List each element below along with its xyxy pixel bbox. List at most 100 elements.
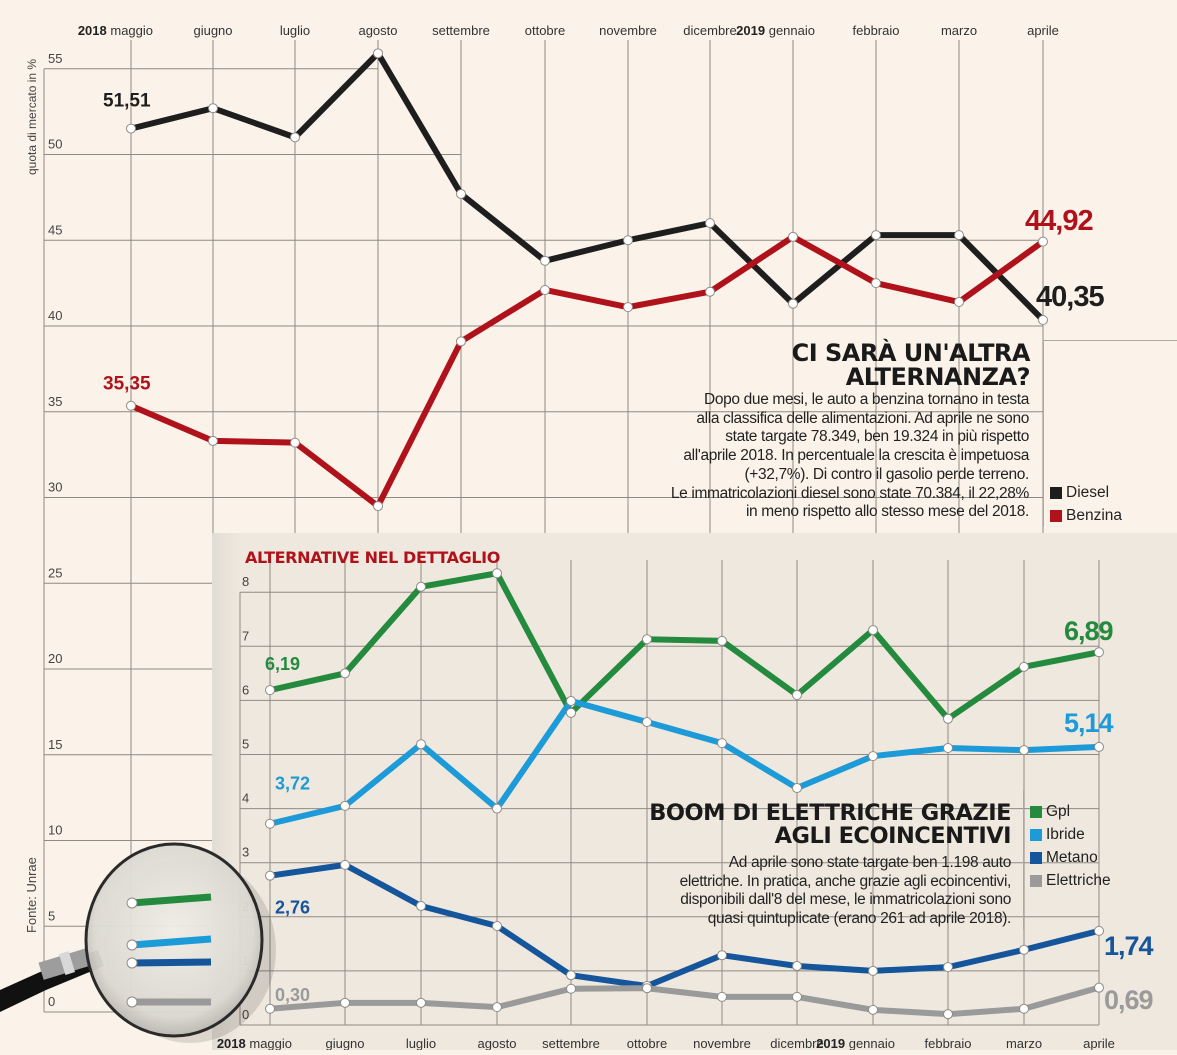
month-label: luglio — [406, 1036, 436, 1050]
data-point-metano — [943, 962, 953, 973]
month-label: febbraio — [853, 23, 900, 38]
data-label-benzina-start: 35,35 — [103, 374, 151, 395]
x-tick-label: settembre — [432, 23, 490, 38]
data-point-diesel — [871, 230, 881, 241]
data-point-ibride — [642, 717, 652, 728]
top-body-line: in meno rispetto allo stesso mese del 20… — [745, 503, 1029, 521]
data-point-diesel — [954, 230, 964, 241]
data-point-gpl — [340, 668, 350, 679]
bottom-grid: 0123456782018 maggiogiugnoluglioagostose… — [217, 560, 1115, 1051]
data-point-metano — [1094, 925, 1104, 936]
data-point-elettriche — [717, 991, 727, 1002]
month-label: gennaio — [849, 1036, 895, 1050]
data-point-diesel — [126, 123, 136, 134]
month-label: settembre — [542, 1036, 600, 1050]
top-legend: Diesel Benzina — [1050, 481, 1122, 527]
series-line-benzina — [129, 233, 1045, 511]
x-tick-label: marzo — [941, 23, 977, 38]
bottom-legend: Gpl Ibride Metano Elettriche — [1030, 800, 1111, 892]
year-marker: 2018 — [217, 1036, 250, 1050]
y-tick-label: 6 — [242, 682, 249, 697]
legend-label: Metano — [1046, 848, 1098, 866]
x-tick-label: novembre — [599, 23, 657, 38]
data-point-gpl — [642, 634, 652, 645]
top-body-line: all'aprile 2018. In percentuale la cresc… — [683, 447, 1029, 465]
data-point-ibride — [492, 803, 502, 814]
month-label: gennaio — [769, 23, 815, 38]
data-point-diesel — [456, 188, 466, 199]
data-point-gpl — [265, 685, 275, 696]
y-axis-title: quota di mercato in % — [25, 58, 39, 175]
top-panel-body: Dopo due mesi, le auto a benzina tornano… — [671, 391, 1029, 522]
y-tick-label: 15 — [48, 737, 62, 752]
legend-item-ibride: Ibride — [1030, 823, 1111, 846]
data-point-elettriche — [1094, 982, 1104, 993]
x-tick-label: novembre — [693, 1036, 751, 1050]
data-point-elettriche — [416, 997, 426, 1008]
y-tick-label: 8 — [242, 574, 249, 589]
x-tick-label: agosto — [358, 23, 397, 38]
magnified-gpl-line — [131, 893, 212, 907]
data-point-elettriche — [566, 983, 576, 994]
bottom-panel-title: BOOM DI ELETTRICHE GRAZIE AGLI ECOINCENT… — [649, 802, 1011, 847]
data-point-diesel — [1038, 314, 1048, 325]
source-note: Fonte: Unrae — [24, 857, 39, 933]
y-tick-label: 5 — [48, 908, 55, 923]
y-tick-label: 55 — [48, 51, 62, 66]
x-tick-label: giugno — [325, 1036, 364, 1050]
data-point-benzina — [1038, 236, 1048, 247]
data-point-benzina — [373, 501, 383, 512]
data-point-benzina — [208, 435, 218, 446]
legend-item-metano: Metano — [1030, 846, 1111, 869]
month-label: settembre — [432, 23, 490, 38]
month-label: ottobre — [525, 23, 565, 38]
data-point-elettriche — [492, 1002, 502, 1013]
month-label: giugno — [193, 23, 232, 38]
data-point-gpl — [1019, 661, 1029, 672]
series-line-metano — [269, 861, 1100, 990]
x-tick-label: dicembre — [770, 1036, 823, 1050]
top-body-line: alla classifica delle alimentazioni. Ad … — [696, 409, 1029, 427]
y-tick-label: 4 — [242, 791, 249, 806]
data-point-elettriche — [642, 983, 652, 994]
data-label-elettriche-start: 0,30 — [275, 985, 310, 1005]
data-point-gpl — [492, 568, 502, 579]
month-label: dicembre — [683, 23, 736, 38]
top-body-line: (+32,7%). Di contro il gasolio perde ter… — [744, 465, 1029, 483]
bottom-panel-background — [212, 533, 1177, 1050]
data-point-benzina — [290, 437, 300, 448]
data-label-ibride-end: 5,14 — [1064, 708, 1114, 738]
data-point-benzina — [871, 278, 881, 289]
top-legend-divider — [1043, 340, 1177, 527]
month-label: novembre — [693, 1036, 751, 1050]
magnified-metano-line — [131, 958, 212, 967]
data-point-diesel — [540, 255, 550, 266]
data-label-gpl-start: 6,19 — [265, 654, 300, 674]
data-label-gpl-end: 6,89 — [1064, 616, 1114, 646]
data-point-elettriche — [265, 1003, 275, 1014]
bottom-body-line: quasi quintuplicate (erano 261 ad aprile… — [707, 910, 1012, 928]
bottom-body-line: Ad aprile sono state targate ben 1.198 a… — [728, 854, 1012, 871]
data-point-metano — [265, 870, 275, 881]
data-point-ibride — [943, 743, 953, 754]
y-tick-label: 35 — [48, 394, 62, 409]
y-tick-label: 50 — [48, 137, 62, 152]
data-point-diesel — [290, 132, 300, 143]
x-tick-label: febbraio — [853, 23, 900, 38]
data-point-metano — [868, 965, 878, 976]
y-tick-label: 20 — [48, 651, 62, 666]
data-label-metano-start: 2,76 — [275, 898, 310, 918]
y-tick-label: 25 — [48, 565, 62, 580]
y-tick-label: 0 — [242, 1007, 249, 1022]
bottom-lines: 6,19 6,89 3,72 5,14 2,76 1,74 0,30 0,69 — [265, 568, 1155, 1020]
top-body-line: state targate 78.349, ben 19.324 in più … — [725, 428, 1029, 446]
bottom-section-title: ALTERNATIVE NEL DETTAGLIO — [245, 548, 500, 567]
data-point-elettriche — [792, 991, 802, 1002]
month-label: agosto — [358, 23, 397, 38]
x-tick-label: 2019 gennaio — [736, 23, 815, 38]
legend-label: Diesel — [1066, 483, 1110, 501]
series-line-elettriche — [269, 984, 1100, 1018]
legend-swatch-gpl — [1030, 805, 1042, 818]
